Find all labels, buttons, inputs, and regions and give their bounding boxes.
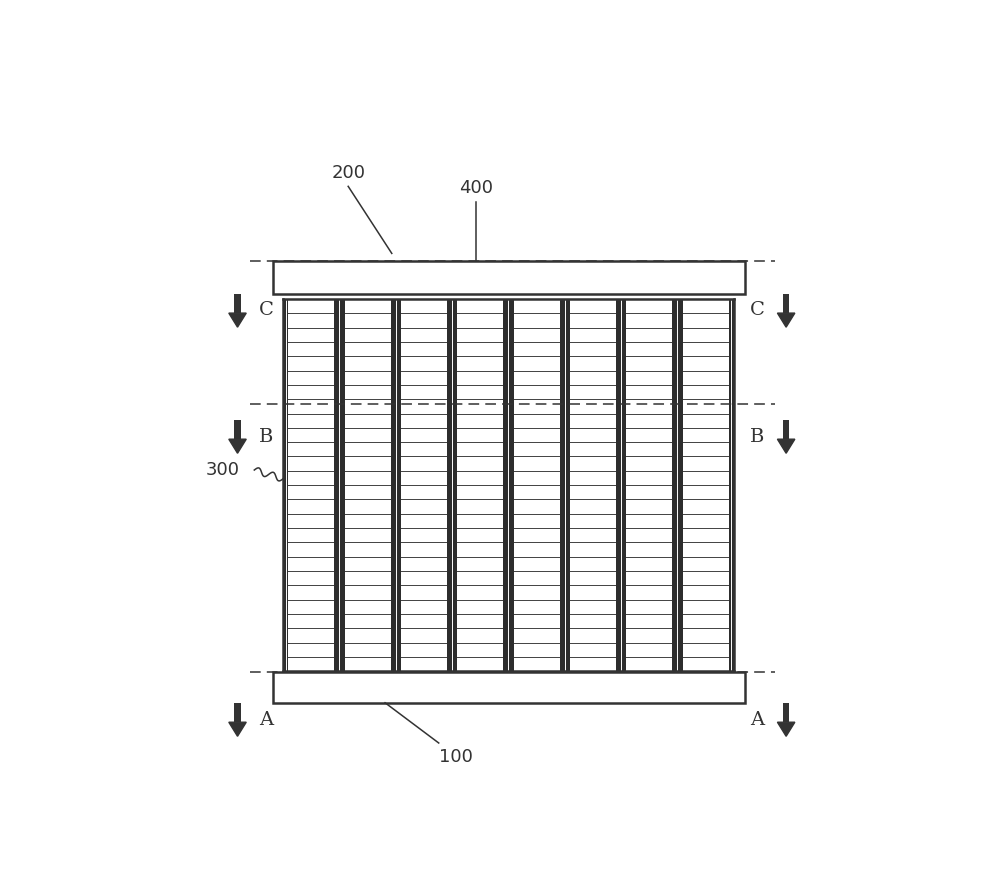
Bar [503,299,514,672]
Bar [729,299,734,672]
Bar [560,299,570,672]
Bar [334,299,345,672]
Bar [273,261,745,294]
Bar [616,299,626,672]
Polygon shape [777,722,795,736]
Bar [234,294,241,313]
Bar [672,299,683,672]
Polygon shape [777,313,795,327]
Text: 300: 300 [206,461,240,479]
Text: 100: 100 [439,748,472,766]
Bar [783,294,789,313]
Bar [391,299,401,672]
Text: A: A [751,711,765,728]
Text: C: C [259,301,274,320]
Bar [783,420,789,439]
Bar [447,299,457,672]
Text: 400: 400 [459,179,493,197]
Polygon shape [229,313,246,327]
Polygon shape [777,439,795,453]
Bar [283,299,288,672]
Bar [273,672,745,703]
Bar [283,299,734,672]
Text: B: B [259,428,273,445]
Polygon shape [229,722,246,736]
Bar [234,420,241,439]
Text: C: C [750,301,765,320]
Bar [783,703,789,722]
Bar [234,703,241,722]
Text: A: A [259,711,273,728]
Polygon shape [229,439,246,453]
Text: B: B [750,428,765,445]
Text: 200: 200 [331,164,365,182]
